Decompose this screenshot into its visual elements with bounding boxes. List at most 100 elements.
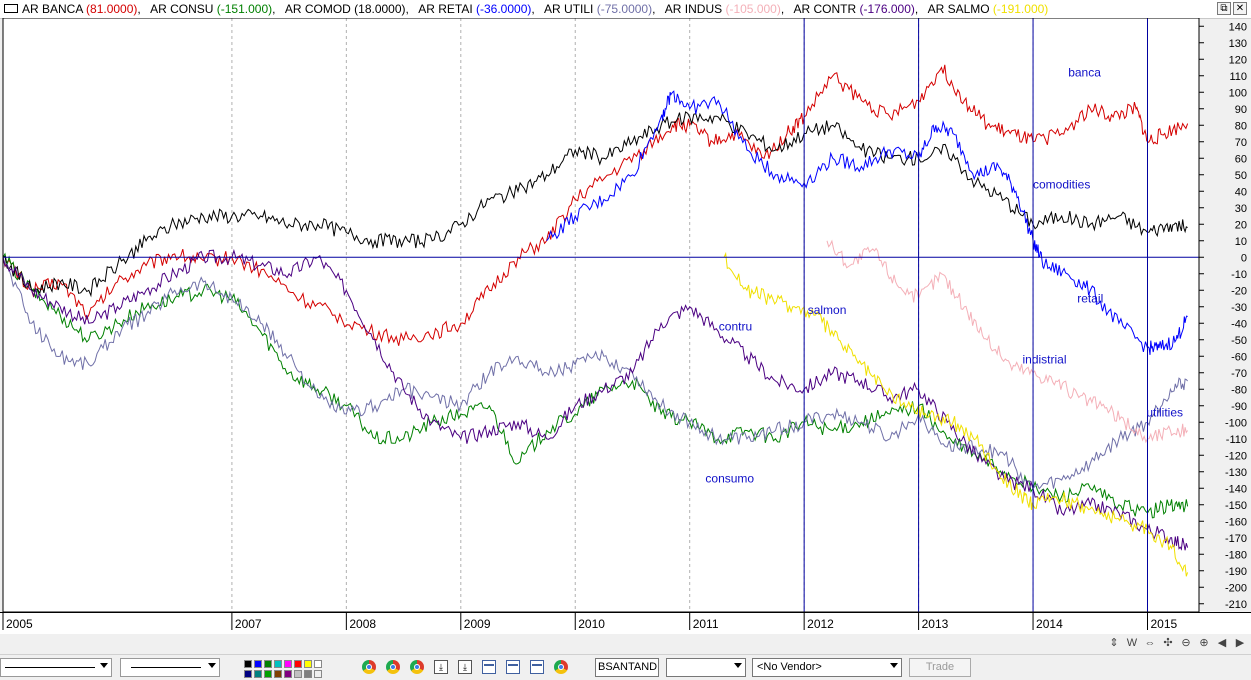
series-line bbox=[2, 64, 1189, 346]
legend-name: AR CONTR bbox=[793, 2, 860, 16]
chart-annotation: retail bbox=[1077, 292, 1103, 306]
color-swatch[interactable] bbox=[294, 660, 302, 668]
fit-vertical-icon[interactable]: ⇕ bbox=[1109, 637, 1119, 649]
legend-name: AR CONSU bbox=[150, 2, 217, 16]
x-tick-label: 2011 bbox=[693, 617, 719, 631]
y-tick-label: 120 bbox=[1229, 54, 1247, 66]
legend-name: AR BANCA bbox=[22, 2, 87, 16]
y-tick-label: 60 bbox=[1235, 153, 1247, 165]
price-chart[interactable]: 1401301201101009080706050403020100-10-20… bbox=[0, 18, 1251, 634]
chevron-down-icon bbox=[734, 663, 742, 668]
trade-button[interactable]: Trade bbox=[909, 658, 971, 677]
chart-scroll-buttons: ⇕ W ⇔ ✣ ⊖ ⊕ ◀ ▶ bbox=[1107, 636, 1247, 650]
y-tick-label: -80 bbox=[1231, 384, 1247, 396]
chrome-icon[interactable] bbox=[410, 660, 424, 674]
color-swatch[interactable] bbox=[264, 670, 272, 678]
y-tick-label: -100 bbox=[1225, 417, 1247, 429]
chevron-down-icon bbox=[890, 663, 898, 668]
y-tick-label: -110 bbox=[1226, 434, 1247, 446]
chrome-icon[interactable] bbox=[362, 660, 376, 674]
legend-item: AR RETAI (-36.0000), bbox=[418, 2, 538, 16]
symbol-input[interactable]: BSANTAND bbox=[595, 658, 659, 677]
color-swatch[interactable] bbox=[304, 670, 312, 678]
x-tick-label: 2005 bbox=[6, 617, 33, 631]
color-swatch[interactable] bbox=[284, 660, 292, 668]
chart-window-icon bbox=[4, 4, 18, 13]
line-width-select[interactable] bbox=[120, 658, 220, 677]
line-style-select[interactable] bbox=[0, 658, 112, 677]
series-line bbox=[2, 257, 1188, 490]
color-swatch[interactable] bbox=[264, 660, 272, 668]
crosshair-icon[interactable]: ✣ bbox=[1163, 637, 1173, 649]
window-controls: ⧉ ✕ bbox=[1217, 2, 1247, 15]
chart-annotation: indistrial bbox=[1022, 353, 1066, 367]
x-tick-label: 2012 bbox=[807, 617, 834, 631]
y-tick-label: 0 bbox=[1241, 252, 1247, 264]
window-icon[interactable] bbox=[482, 660, 496, 674]
vendor-value: <No Vendor> bbox=[757, 661, 822, 673]
plot-area bbox=[3, 18, 1199, 612]
legend-value: (-75.0000) bbox=[596, 2, 653, 16]
x-tick-label: 2013 bbox=[922, 617, 949, 631]
zoom-out-icon[interactable]: ⊖ bbox=[1181, 637, 1191, 649]
legend-name: AR INDUS bbox=[664, 2, 726, 16]
chrome-icon[interactable] bbox=[554, 660, 568, 674]
y-tick-label: 80 bbox=[1235, 120, 1247, 132]
legend-separator: , bbox=[531, 2, 539, 16]
color-swatch[interactable] bbox=[254, 660, 262, 668]
legend-separator: , bbox=[137, 2, 145, 16]
legend-name: AR UTILI bbox=[544, 2, 597, 16]
chart-annotation: banca bbox=[1068, 65, 1101, 79]
vendor-select[interactable]: <No Vendor> bbox=[752, 658, 902, 677]
scroll-left-icon[interactable]: ◀ bbox=[1217, 637, 1227, 649]
chrome-icon[interactable] bbox=[386, 660, 400, 674]
y-tick-label: -90 bbox=[1231, 401, 1247, 413]
color-swatch[interactable] bbox=[274, 660, 282, 668]
y-tick-label: -130 bbox=[1225, 467, 1247, 479]
legend-separator: , bbox=[652, 2, 659, 16]
scroll-right-icon[interactable]: ▶ bbox=[1235, 637, 1245, 649]
download-icon[interactable]: ⤓ bbox=[434, 660, 448, 674]
y-tick-label: -30 bbox=[1231, 302, 1247, 314]
weekly-icon[interactable]: W bbox=[1126, 637, 1138, 649]
fit-horizontal-icon[interactable]: ⇔ bbox=[1144, 637, 1156, 649]
color-swatch[interactable] bbox=[304, 660, 312, 668]
color-swatch[interactable] bbox=[254, 670, 262, 678]
y-tick-label: -10 bbox=[1231, 269, 1247, 281]
y-tick-label: -170 bbox=[1225, 533, 1247, 545]
download-icon[interactable]: ⤓ bbox=[458, 660, 472, 674]
y-tick-label: 110 bbox=[1229, 71, 1247, 83]
x-tick-label: 2009 bbox=[464, 617, 491, 631]
y-tick-label: -20 bbox=[1231, 285, 1247, 297]
y-tick-label: -50 bbox=[1231, 335, 1247, 347]
y-tick-label: -180 bbox=[1225, 549, 1247, 561]
x-tick-label: 2008 bbox=[349, 617, 376, 631]
window-icon[interactable] bbox=[506, 660, 520, 674]
chart-annotation: salmon bbox=[808, 303, 847, 317]
legend-item: AR BANCA (81.0000), bbox=[22, 2, 144, 16]
interval-select[interactable] bbox=[666, 658, 746, 677]
color-swatch[interactable] bbox=[294, 670, 302, 678]
color-swatch[interactable] bbox=[274, 670, 282, 678]
color-swatch[interactable] bbox=[284, 670, 292, 678]
y-tick-label: -160 bbox=[1225, 516, 1247, 528]
y-tick-label: -140 bbox=[1225, 483, 1247, 495]
color-swatch[interactable] bbox=[244, 670, 252, 678]
y-tick-label: -70 bbox=[1231, 368, 1247, 380]
color-swatch[interactable] bbox=[314, 660, 322, 668]
color-swatch[interactable] bbox=[244, 660, 252, 668]
zoom-in-icon[interactable]: ⊕ bbox=[1199, 637, 1209, 649]
legend-item: AR CONTR (-176.000), bbox=[794, 2, 922, 16]
line-style-preview bbox=[5, 667, 95, 668]
window-icon[interactable] bbox=[530, 660, 544, 674]
color-swatch[interactable] bbox=[314, 670, 322, 678]
y-tick-label: 100 bbox=[1229, 87, 1247, 99]
restore-window-icon[interactable]: ⧉ bbox=[1217, 2, 1231, 15]
y-tick-label: 50 bbox=[1235, 170, 1247, 182]
close-window-icon[interactable]: ✕ bbox=[1233, 2, 1247, 15]
legend-separator: , bbox=[405, 2, 413, 16]
y-tick-label: -210 bbox=[1225, 599, 1247, 611]
bottom-toolbar: ⤓ ⤓ BSANTAND <No Vendor> Trade bbox=[0, 654, 1251, 680]
series-line bbox=[2, 111, 1188, 298]
